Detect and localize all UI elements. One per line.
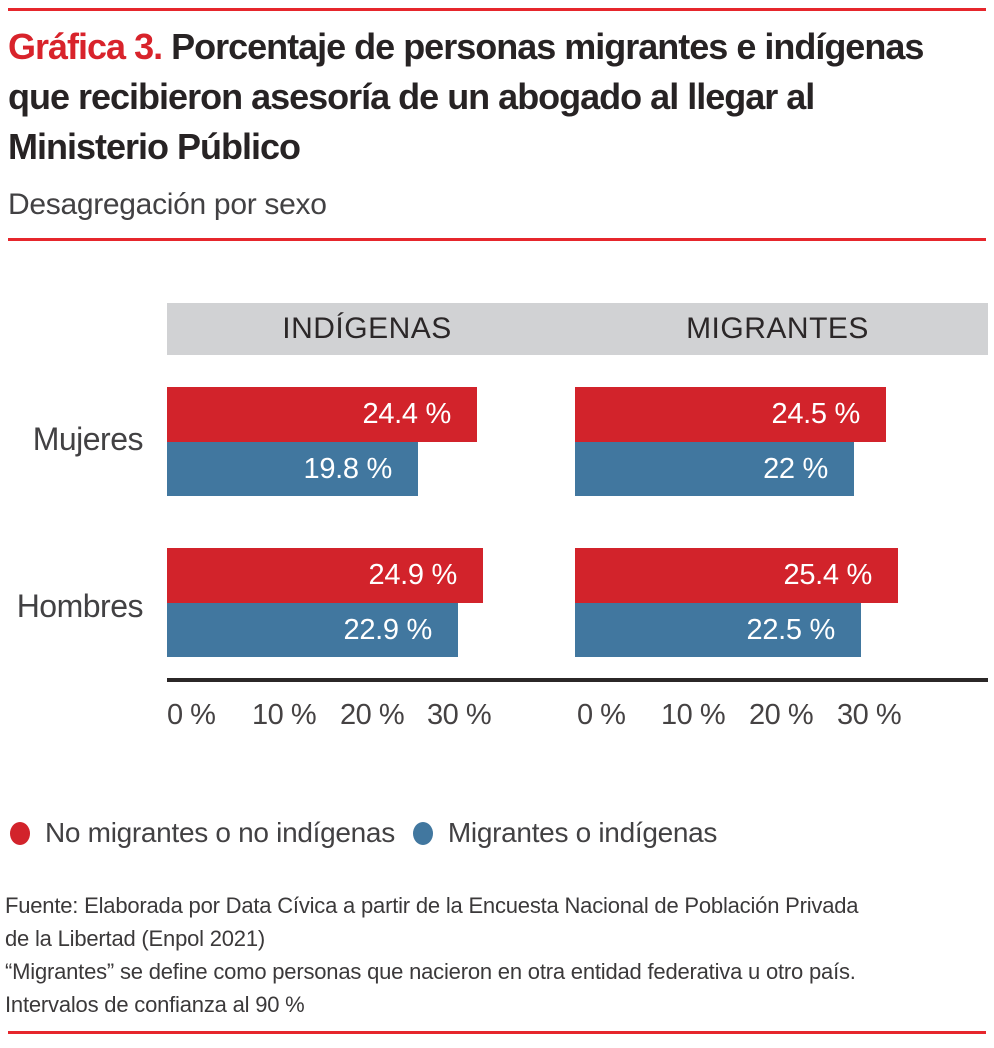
bar-indígenas-hombres-series1: 22.9 % — [167, 603, 458, 657]
x-tick-p1-0: 0 % — [167, 699, 216, 731]
title-line-1: Gráfica 3. Porcentaje de personas migrant… — [8, 22, 986, 72]
top-rule — [8, 8, 986, 11]
source-line-2: de la Libertad (Enpol 2021) — [5, 926, 266, 951]
category-label-mujeres: Mujeres — [32, 421, 144, 457]
x-tick-p2-30: 30 % — [837, 699, 902, 731]
panel-header-band: INDÍGENAS MIGRANTES — [167, 303, 988, 355]
subtitle-rule — [8, 238, 986, 241]
source-line-4: Intervalos de confianza al 90 % — [5, 992, 305, 1017]
bar-value-label: 19.8 % — [303, 452, 393, 485]
bar-migrantes-hombres-series0: 25.4 % — [575, 548, 898, 603]
category-label-hombres: Hombres — [16, 588, 144, 624]
source-note: Fuente: Elaborada por Data Cívica a part… — [5, 889, 990, 1021]
bar-value-label: 22.5 % — [746, 613, 836, 646]
bar-value-label: 24.9 % — [368, 559, 458, 591]
bar-value-label: 25.4 % — [783, 559, 873, 591]
bar-value-label: 24.5 % — [771, 398, 861, 430]
bar-migrantes-hombres-series1: 22.5 % — [575, 603, 861, 657]
legend-item-no-migrantes: No migrantes o no indígenas — [10, 817, 395, 849]
x-tick-p2-0: 0 % — [577, 699, 626, 731]
legend-item-migrantes: Migrantes o indígenas — [412, 817, 718, 849]
bar-value-label: 22.9 % — [343, 613, 433, 646]
legend-label: No migrantes o no indígenas — [45, 817, 395, 848]
title-line-2: que recibieron asesoría de un abogado al… — [8, 76, 815, 117]
title-text: Porcentaje de personas migrantes e indíg… — [171, 26, 924, 67]
chart-title: Gráfica 3. Porcentaje de personas migrant… — [8, 22, 986, 172]
bar-indígenas-hombres-series0: 24.9 % — [167, 548, 483, 603]
bar-indígenas-mujeres-series1: 19.8 % — [167, 442, 418, 496]
bar-value-label: 24.4 % — [362, 398, 452, 430]
bottom-rule — [8, 1031, 986, 1034]
source-line-3: “Migrantes” se define como personas que … — [5, 959, 856, 984]
bar-migrantes-mujeres-series0: 24.5 % — [575, 387, 886, 442]
legend-dot-red — [10, 821, 30, 845]
x-tick-p1-30: 30 % — [427, 699, 492, 731]
x-tick-p1-20: 20 % — [340, 699, 405, 731]
x-axis-line — [167, 678, 988, 682]
legend: No migrantes o no indígenas Migrantes o … — [10, 817, 717, 849]
title-prefix: Gráfica 3. — [8, 26, 163, 67]
bar-migrantes-mujeres-series1: 22 % — [575, 442, 854, 496]
bar-value-label: 22 % — [763, 452, 828, 485]
x-tick-p2-20: 20 % — [749, 699, 814, 731]
panel-header-indigenas: INDÍGENAS — [282, 312, 452, 345]
chart-subtitle: Desagregación por sexo — [8, 188, 327, 221]
x-tick-p1-10: 10 % — [252, 699, 317, 731]
title-line-3: Ministerio Público — [8, 126, 301, 167]
source-line-1: Fuente: Elaborada por Data Cívica a part… — [5, 893, 859, 918]
legend-label: Migrantes o indígenas — [447, 817, 718, 848]
legend-dot-blue — [412, 821, 433, 845]
x-tick-p2-10: 10 % — [661, 699, 726, 731]
panel-header-migrantes: MIGRANTES — [686, 312, 869, 345]
bar-indígenas-mujeres-series0: 24.4 % — [167, 387, 477, 442]
